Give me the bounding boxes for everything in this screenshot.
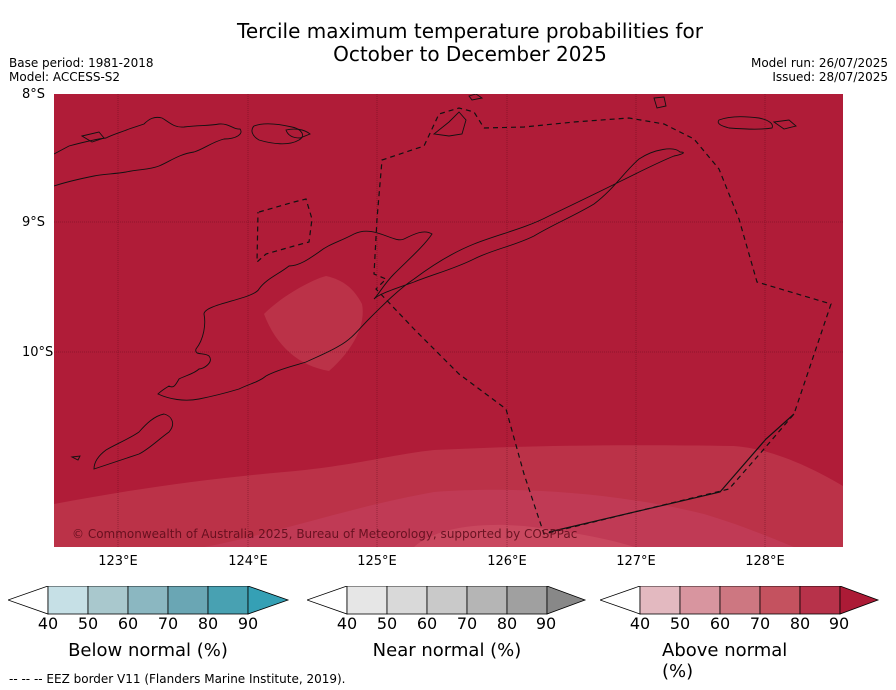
- cb-above-tick-70: 70: [749, 614, 771, 633]
- coastlines: [54, 94, 797, 470]
- lat-label-8s: 8°S: [22, 87, 46, 102]
- probability-zone-inner: [414, 524, 634, 547]
- colorbar-above-normal-title: Above normal (%): [662, 640, 788, 682]
- coastline-islet-a: [285, 128, 311, 139]
- cb-below-tick-40: 40: [37, 614, 59, 633]
- lon-label-126e: 126°E: [487, 554, 527, 569]
- colorbar-near-normal-bin-80-90: [506, 586, 548, 615]
- colorbar-above-normal-bin-50-60: [679, 586, 721, 615]
- colorbar-near-normal-bin-70-80: [466, 586, 508, 615]
- map-title-line1: Tercile maximum temperature probabilitie…: [237, 19, 703, 43]
- cb-above-tick-90: 90: [828, 614, 850, 633]
- lat-label-9s: 9°S: [22, 215, 46, 230]
- colorbar-above-normal-bin-70-80: [759, 586, 801, 615]
- cb-near-tick-50: 50: [376, 614, 398, 633]
- colorbar-below-normal-upper-extend: [247, 586, 290, 615]
- maritime-boundary-solid: [548, 413, 795, 533]
- colorbar-below-normal-title: Below normal (%): [68, 640, 228, 661]
- colorbar-near-normal-bin-50-60: [386, 586, 428, 615]
- cb-below-tick-50: 50: [77, 614, 99, 633]
- model-label: Model: ACCESS-S2: [9, 70, 121, 84]
- lon-label-128e: 128°E: [745, 554, 785, 569]
- cb-below-tick-80: 80: [197, 614, 219, 633]
- probability-map: © Commonwealth of Australia 2025, Bureau…: [54, 94, 843, 547]
- colorbar-near-normal-upper-extend: [546, 586, 587, 615]
- cb-near-tick-60: 60: [416, 614, 438, 633]
- colorbar-near-normal: [307, 586, 587, 615]
- eez-border-east: [373, 107, 832, 535]
- coastline-islet-b: [80, 131, 105, 143]
- coastline-wetar: [432, 111, 467, 137]
- colorbar-below-normal-bin-80-90: [207, 586, 249, 615]
- colorbar-near-normal-title: Near normal (%): [372, 640, 522, 661]
- graticule: [54, 94, 843, 547]
- colorbar-below-normal-bin-50-60: [87, 586, 129, 615]
- cb-above-tick-80: 80: [789, 614, 811, 633]
- cb-near-tick-90: 90: [535, 614, 557, 633]
- coastline-islet-c: [468, 94, 484, 101]
- colorbar-near-normal-bin-60-70: [426, 586, 468, 615]
- probability-zone-patch: [264, 276, 363, 371]
- colorbar-below-normal-bin-70-80: [167, 586, 209, 615]
- lon-label-123e: 123°E: [98, 554, 138, 569]
- eez-legend-footer: -- -- -- EEZ border V11 (Flanders Marine…: [9, 672, 346, 686]
- coastline-savu: [70, 455, 81, 461]
- colorbar-above-normal-upper-extend: [839, 586, 880, 615]
- colorbar-above-normal-bin-80-90: [799, 586, 841, 615]
- cb-near-tick-70: 70: [456, 614, 478, 633]
- probability-zone-mid: [204, 489, 794, 547]
- meta-left: Base period: 1981-2018 Model: ACCESS-S2: [9, 56, 154, 84]
- lat-label-10s: 10°S: [22, 345, 54, 360]
- lon-label-124e: 124°E: [228, 554, 268, 569]
- coastline-moa: [717, 116, 773, 130]
- cb-near-tick-40: 40: [336, 614, 358, 633]
- eez-border: [256, 107, 832, 535]
- cb-above-tick-50: 50: [669, 614, 691, 633]
- coastline-alor: [251, 123, 303, 145]
- coastline-islet-d: [653, 96, 667, 109]
- cb-above-tick-60: 60: [709, 614, 731, 633]
- cb-above-tick-40: 40: [629, 614, 651, 633]
- colorbar-near-normal-lower-extend: [307, 586, 348, 615]
- colorbar-below-normal-bin-60-70: [127, 586, 169, 615]
- model-run-label: Model run: 26/07/2025: [750, 56, 888, 70]
- cb-below-tick-90: 90: [237, 614, 259, 633]
- lon-label-127e: 127°E: [616, 554, 656, 569]
- colorbar-above-normal-lower-extend: [600, 586, 641, 615]
- colorbar-below-normal: [8, 586, 290, 615]
- coastline-flores: [54, 116, 242, 187]
- colorbar-below-normal-lower-extend: [8, 586, 49, 615]
- map-title: Tercile maximum temperature probabilitie…: [0, 20, 896, 66]
- colorbar-above-normal-bin-60-70: [719, 586, 761, 615]
- lon-label-125e: 125°E: [357, 554, 397, 569]
- coastline-leti: [772, 119, 797, 130]
- issued-label: Issued: 28/07/2025: [772, 70, 888, 84]
- map-attribution: © Commonwealth of Australia 2025, Bureau…: [72, 527, 577, 541]
- cb-near-tick-80: 80: [496, 614, 518, 633]
- meta-right: Model run: 26/07/2025 Issued: 28/07/2025: [751, 56, 888, 84]
- coastline-timor: [157, 148, 684, 401]
- coastline-rote: [93, 413, 174, 470]
- colorbar-below-normal-bin-40-50: [47, 586, 89, 615]
- map-title-line2: October to December 2025: [333, 42, 607, 66]
- colorbar-above-normal: [600, 586, 880, 615]
- eez-border-west: [256, 198, 313, 264]
- base-period-label: Base period: 1981-2018: [9, 56, 154, 70]
- colorbar-above-normal-bin-40-50: [639, 586, 681, 615]
- cb-below-tick-70: 70: [157, 614, 179, 633]
- cb-below-tick-60: 60: [117, 614, 139, 633]
- colorbar-near-normal-bin-40-50: [346, 586, 388, 615]
